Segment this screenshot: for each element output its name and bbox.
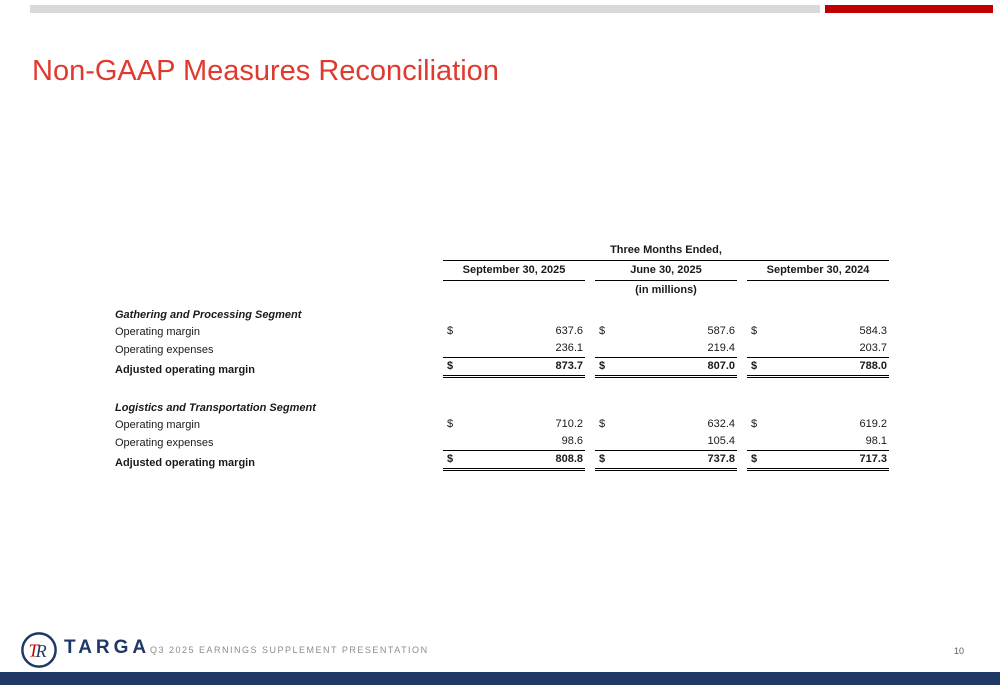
cell-value: 737.8 <box>707 453 735 465</box>
table-row-operating-expenses: Operating expenses 236.1 219.4 203.7 <box>115 340 895 358</box>
units-row: (in millions) <box>115 281 895 301</box>
top-bar-red-segment <box>825 5 993 13</box>
table-cell: $ 584.3 <box>747 323 889 340</box>
currency-symbol: $ <box>447 453 454 465</box>
table-cell: $ 873.7 <box>443 358 585 378</box>
segment-gap <box>115 378 895 394</box>
slide-footer: T R TARGA Q3 2025 EARNINGS SUPPLEMENT PR… <box>0 620 1000 672</box>
cell-value: 717.3 <box>859 453 887 465</box>
cell-value: 808.8 <box>555 453 583 465</box>
bottom-accent-bar <box>0 672 1000 685</box>
cell-value: 98.6 <box>561 435 583 447</box>
table-row-operating-expenses: Operating expenses 98.6 105.4 98.1 <box>115 433 895 451</box>
table-cell: $ 619.2 <box>747 416 889 433</box>
table-cell: 98.6 <box>443 433 585 451</box>
currency-symbol: $ <box>599 453 606 465</box>
table-cell: 98.1 <box>747 433 889 451</box>
currency-symbol: $ <box>599 325 606 337</box>
currency-symbol: $ <box>447 418 454 430</box>
cell-value: 584.3 <box>859 325 887 337</box>
row-label: Adjusted operating margin <box>115 457 255 469</box>
svg-text:T: T <box>29 641 41 661</box>
table-cell: 219.4 <box>595 340 737 358</box>
table-row-adjusted-operating-margin: Adjusted operating margin $ 808.8 $ 737.… <box>115 451 895 471</box>
row-label: Operating margin <box>115 419 200 431</box>
cell-value: 788.0 <box>859 360 887 372</box>
cell-value: 219.4 <box>707 342 735 354</box>
table-cell: $ 807.0 <box>595 358 737 378</box>
column-header-sep-2024: September 30, 2024 <box>747 261 889 281</box>
table-cell: $ 637.6 <box>443 323 585 340</box>
table-cell: $ 710.2 <box>443 416 585 433</box>
currency-symbol: $ <box>447 360 454 372</box>
cell-value: 587.6 <box>707 325 735 337</box>
segment-heading-gathering-processing: Gathering and Processing Segment <box>115 309 302 321</box>
currency-symbol: $ <box>599 418 606 430</box>
table-cell: $ 788.0 <box>747 358 889 378</box>
table-row-operating-margin: Operating margin $ 710.2 $ 632.4 $ 619.2 <box>115 416 895 433</box>
table-cell: $ 632.4 <box>595 416 737 433</box>
cell-value: 873.7 <box>555 360 583 372</box>
table-row-adjusted-operating-margin: Adjusted operating margin $ 873.7 $ 807.… <box>115 358 895 378</box>
svg-text:R: R <box>35 641 47 661</box>
cell-value: 98.1 <box>865 435 887 447</box>
cell-value: 236.1 <box>555 342 583 354</box>
footer-subtitle: Q3 2025 EARNINGS SUPPLEMENT PRESENTATION <box>150 645 429 655</box>
currency-symbol: $ <box>751 418 758 430</box>
units-note: (in millions) <box>635 284 697 296</box>
page-number: 10 <box>953 646 964 656</box>
cell-value: 632.4 <box>707 418 735 430</box>
currency-symbol: $ <box>751 325 758 337</box>
segment-heading-logistics-transportation: Logistics and Transportation Segment <box>115 402 316 414</box>
reconciliation-table: Three Months Ended, September 30, 2025 J… <box>115 243 895 471</box>
row-label: Operating expenses <box>115 437 214 449</box>
table-cell: 203.7 <box>747 340 889 358</box>
table-row-operating-margin: Operating margin $ 637.6 $ 587.6 $ 584.3 <box>115 323 895 340</box>
cell-value: 807.0 <box>707 360 735 372</box>
column-header-sep-2025: September 30, 2025 <box>443 261 585 281</box>
currency-symbol: $ <box>599 360 606 372</box>
cell-value: 105.4 <box>707 435 735 447</box>
cell-value: 203.7 <box>859 342 887 354</box>
top-bar-gray-segment <box>30 5 820 13</box>
targa-logo-icon: T R <box>21 632 57 668</box>
table-column-header-row: September 30, 2025 June 30, 2025 Septemb… <box>115 261 895 281</box>
table-cell: $ 737.8 <box>595 451 737 471</box>
row-label: Operating margin <box>115 326 200 338</box>
table-cell: 105.4 <box>595 433 737 451</box>
table-cell: 236.1 <box>443 340 585 358</box>
cell-value: 619.2 <box>859 418 887 430</box>
currency-symbol: $ <box>447 325 454 337</box>
cell-value: 637.6 <box>555 325 583 337</box>
table-header-group-row: Three Months Ended, <box>115 243 895 261</box>
row-label: Operating expenses <box>115 344 214 356</box>
table-cell: $ 587.6 <box>595 323 737 340</box>
cell-value: 710.2 <box>555 418 583 430</box>
table-header-group: Three Months Ended, <box>443 243 889 261</box>
table-cell: $ 808.8 <box>443 451 585 471</box>
row-label: Adjusted operating margin <box>115 364 255 376</box>
currency-symbol: $ <box>751 360 758 372</box>
page-title: Non-GAAP Measures Reconciliation <box>32 55 499 87</box>
top-accent-bar <box>30 5 993 13</box>
column-header-jun-2025: June 30, 2025 <box>595 261 737 281</box>
table-cell: $ 717.3 <box>747 451 889 471</box>
currency-symbol: $ <box>751 453 758 465</box>
brand-wordmark: TARGA <box>64 637 151 658</box>
